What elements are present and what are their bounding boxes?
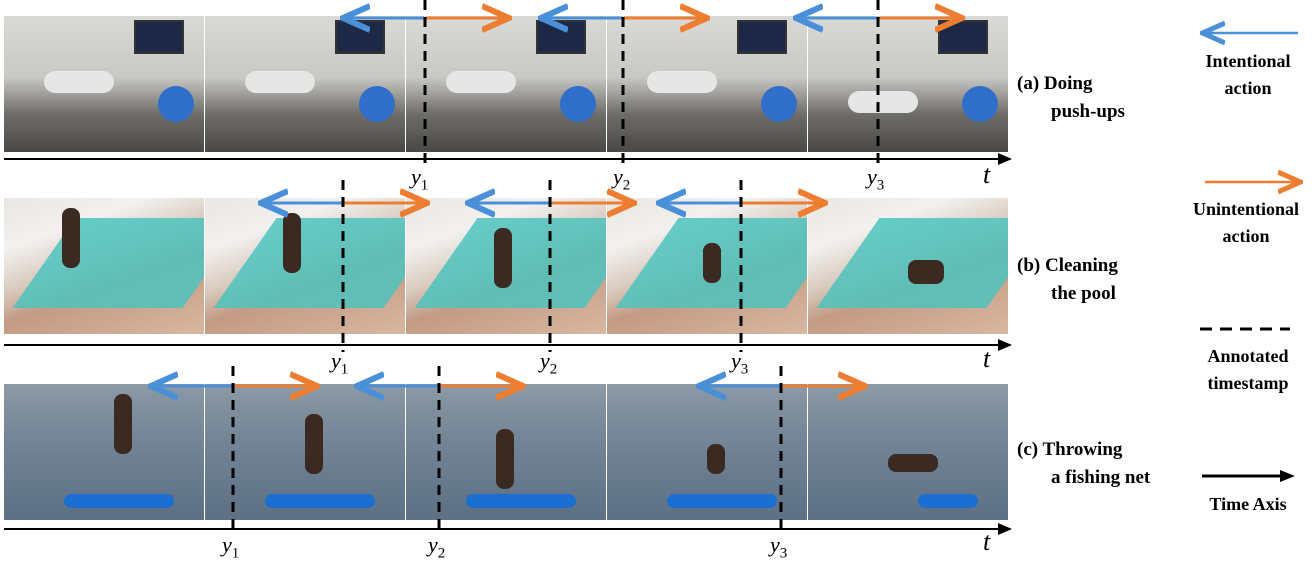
video-frame (607, 16, 807, 152)
legend-time-axis-arrowhead (1280, 470, 1295, 482)
video-frame (808, 198, 1008, 334)
time-axis-arrowhead (998, 339, 1012, 351)
t-label: t (983, 160, 991, 189)
legend-intentional-label: Intentional action (1205, 51, 1291, 98)
time-axis-arrowhead (998, 523, 1012, 535)
y1-label: y1 (411, 164, 429, 194)
video-frame (607, 198, 807, 334)
y1-label: y1 (331, 348, 349, 378)
legend-timestamp-label: Annotated timestamp (1207, 346, 1289, 393)
caption-a: (a) Doing push-ups (1017, 73, 1125, 122)
time-axis-c (4, 528, 1000, 530)
frame-strip (4, 16, 1009, 152)
y3-label: y3 (867, 164, 885, 194)
y2-label: y2 (428, 532, 446, 562)
y3-label: y3 (731, 348, 749, 378)
time-axis-a (4, 158, 1000, 160)
caption-c: (c) Throwing a fishing net (1017, 439, 1151, 488)
legend-time-axis-label: Time Axis (1209, 494, 1287, 514)
time-axis-arrowhead (998, 153, 1012, 165)
y1-label: y1 (222, 532, 240, 562)
t-label: t (983, 527, 991, 556)
y2-label: y2 (540, 348, 558, 378)
video-frame (808, 16, 1008, 152)
video-frame (406, 198, 606, 334)
video-frame (607, 384, 807, 520)
video-frame (4, 198, 204, 334)
video-frame (205, 384, 405, 520)
video-frame (205, 198, 405, 334)
frame-strip (4, 198, 1009, 334)
video-frame (205, 16, 405, 152)
caption-b: (b) Cleaning the pool (1017, 255, 1118, 304)
video-frame (4, 384, 204, 520)
time-axis-b (4, 344, 1000, 346)
video-frame (808, 384, 1008, 520)
frame-strip (4, 384, 1009, 520)
y3-label: y3 (770, 532, 788, 562)
video-frame (4, 16, 204, 152)
y2-label: y2 (613, 164, 631, 194)
t-label: t (983, 344, 991, 373)
legend-unintentional-label: Unintentional action (1192, 199, 1300, 246)
video-frame (406, 16, 606, 152)
